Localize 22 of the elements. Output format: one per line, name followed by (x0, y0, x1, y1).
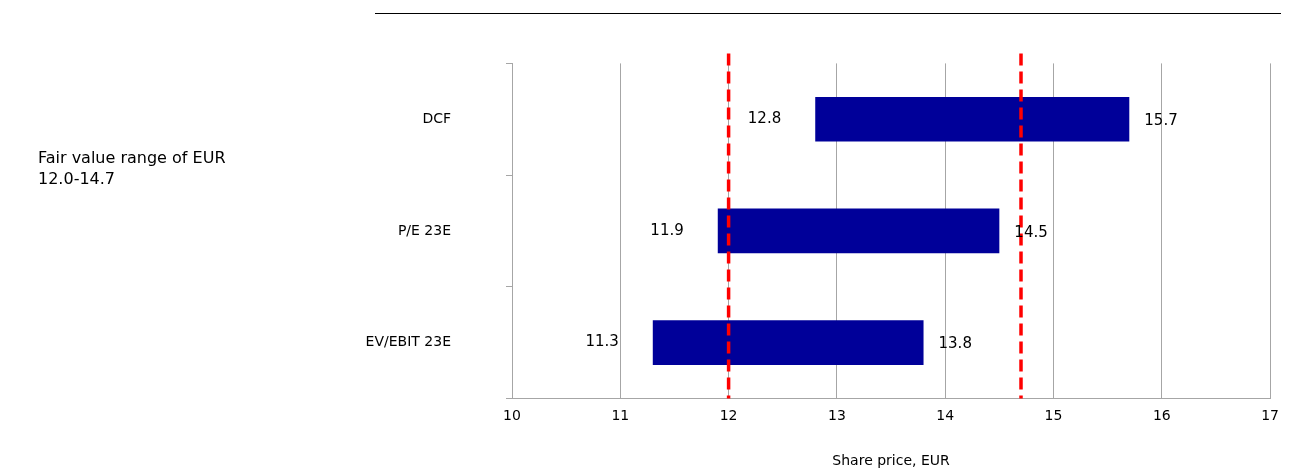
y-tick-label: DCF (422, 109, 451, 126)
x-axis-title: Share price, EUR (832, 452, 951, 469)
x-tick-label: 13 (827, 407, 846, 424)
y-tick-label: EV/EBIT 23E (365, 333, 451, 350)
annotation: 14.5 (1014, 222, 1048, 241)
annotation: 15.7 (1144, 111, 1178, 130)
x-tick-label: 12 (719, 407, 738, 424)
x-tick-label: 11 (611, 407, 630, 424)
annotation: 12.8 (747, 109, 782, 128)
x-tick-label: 17 (1261, 407, 1280, 424)
text: Fair value range of EUR 12.0-14.7 (38, 147, 227, 189)
bar (815, 96, 1130, 142)
annotation: 13.8 (938, 334, 972, 353)
y-tick-label: P/E 23E (397, 221, 451, 238)
annotation: 11.9 (650, 220, 684, 239)
bar (652, 320, 924, 365)
x-tick-label: 10 (503, 407, 521, 424)
annotation: 11.3 (585, 332, 619, 351)
bar (717, 208, 1000, 254)
x-tick-label: 14 (936, 407, 955, 424)
x-tick-label: 15 (1044, 407, 1063, 424)
x-tick-label: 16 (1152, 407, 1171, 424)
